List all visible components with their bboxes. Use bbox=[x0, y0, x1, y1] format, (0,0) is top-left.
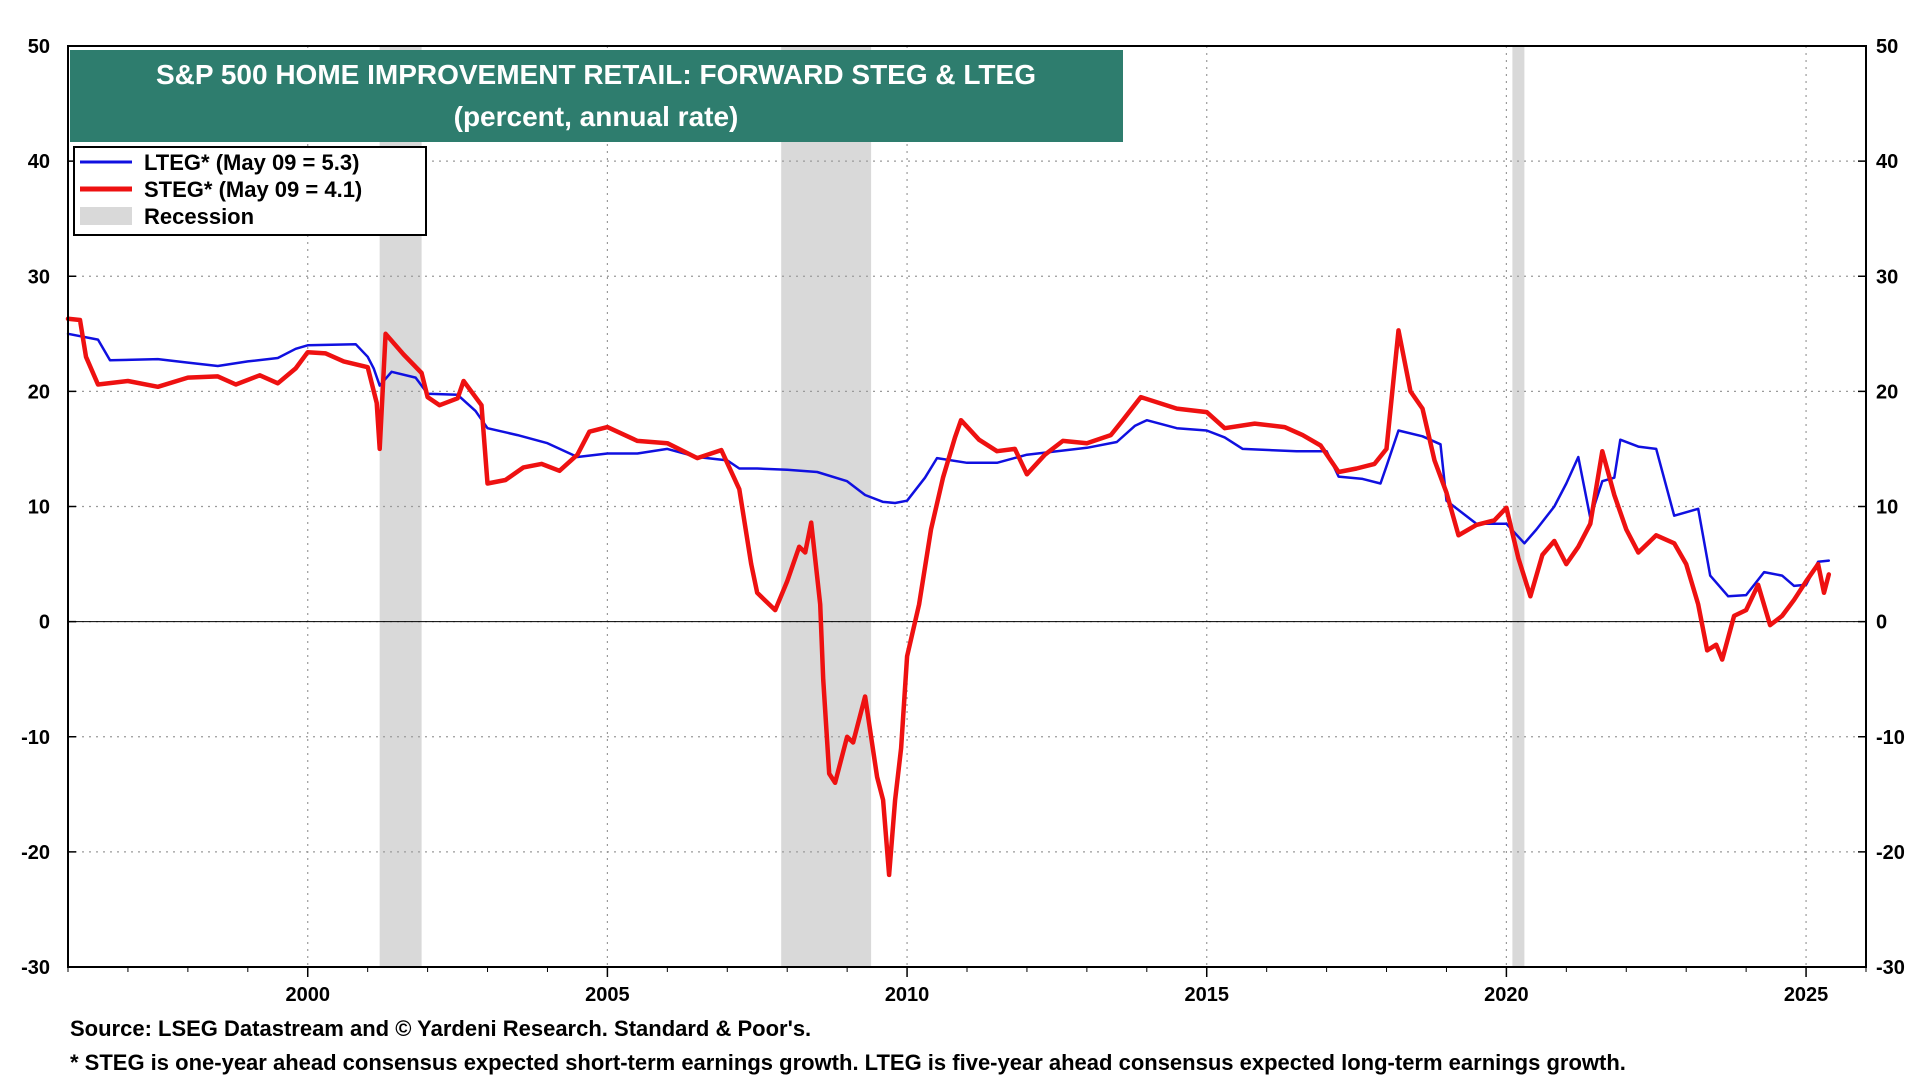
y-tick-label-left-1: 40 bbox=[28, 151, 50, 173]
chart-subtitle: (percent, annual rate) bbox=[454, 101, 739, 132]
y-tick-label-left-0: 50 bbox=[28, 36, 50, 58]
y-axis-left: 50 40 30 20 10 0 -10 -20 -30 bbox=[21, 36, 76, 979]
y-tick-label-right-2: 30 bbox=[1876, 266, 1898, 288]
source-note: Source: LSEG Datastream and © Yardeni Re… bbox=[70, 1016, 812, 1041]
x-axis: 2000 2005 2010 2015 2020 2025 bbox=[67, 967, 1867, 1006]
y-tick-label-right-6: -10 bbox=[1876, 727, 1905, 749]
y-tick-label-left-2: 30 bbox=[28, 266, 50, 288]
y-tick-label-right-1: 40 bbox=[1876, 151, 1898, 173]
series-line-steg bbox=[65, 316, 1832, 878]
y-tick-label-left-8: -30 bbox=[21, 957, 50, 979]
series-lines bbox=[65, 316, 1832, 878]
y-tick-label-right-4: 10 bbox=[1876, 497, 1898, 519]
legend-label-lteg: LTEG* (May 09 = 5.3) bbox=[144, 150, 359, 175]
y-tick-label-left-7: -20 bbox=[21, 842, 50, 864]
legend-label-steg: STEG* (May 09 = 4.1) bbox=[144, 177, 362, 202]
y-tick-label-right-7: -20 bbox=[1876, 842, 1905, 864]
legend: LTEG* (May 09 = 5.3) STEG* (May 09 = 4.1… bbox=[73, 146, 427, 236]
y-tick-label-left-3: 20 bbox=[28, 381, 50, 403]
chart-title: S&P 500 HOME IMPROVEMENT RETAIL: FORWARD… bbox=[156, 59, 1036, 90]
x-tick-label-3: 2015 bbox=[1184, 984, 1229, 1006]
y-tick-label-left-5: 0 bbox=[39, 612, 50, 634]
x-tick-label-4: 2020 bbox=[1484, 984, 1529, 1006]
x-tick-label-5: 2025 bbox=[1784, 984, 1829, 1006]
y-tick-label-right-0: 50 bbox=[1876, 36, 1898, 58]
y-tick-label-right-5: 0 bbox=[1876, 612, 1887, 634]
y-tick-label-right-3: 20 bbox=[1876, 381, 1898, 403]
series-line-lteg bbox=[66, 332, 1831, 598]
y-tick-label-left-4: 10 bbox=[28, 497, 50, 519]
y-axis-right: 50 40 30 20 10 0 -10 -20 -30 bbox=[1858, 36, 1905, 979]
legend-label-recession: Recession bbox=[144, 204, 254, 229]
y-tick-label-left-6: -10 bbox=[21, 727, 50, 749]
title-box: S&P 500 HOME IMPROVEMENT RETAIL: FORWARD… bbox=[70, 50, 1123, 142]
y-tick-label-right-8: -30 bbox=[1876, 957, 1905, 979]
definition-note: * STEG is one-year ahead consensus expec… bbox=[70, 1050, 1626, 1075]
x-tick-label-0: 2000 bbox=[285, 984, 330, 1006]
legend-swatch-recession bbox=[80, 207, 132, 225]
x-tick-label-2: 2010 bbox=[885, 984, 930, 1006]
x-tick-label-1: 2005 bbox=[585, 984, 630, 1006]
recession-band-1 bbox=[781, 46, 872, 967]
